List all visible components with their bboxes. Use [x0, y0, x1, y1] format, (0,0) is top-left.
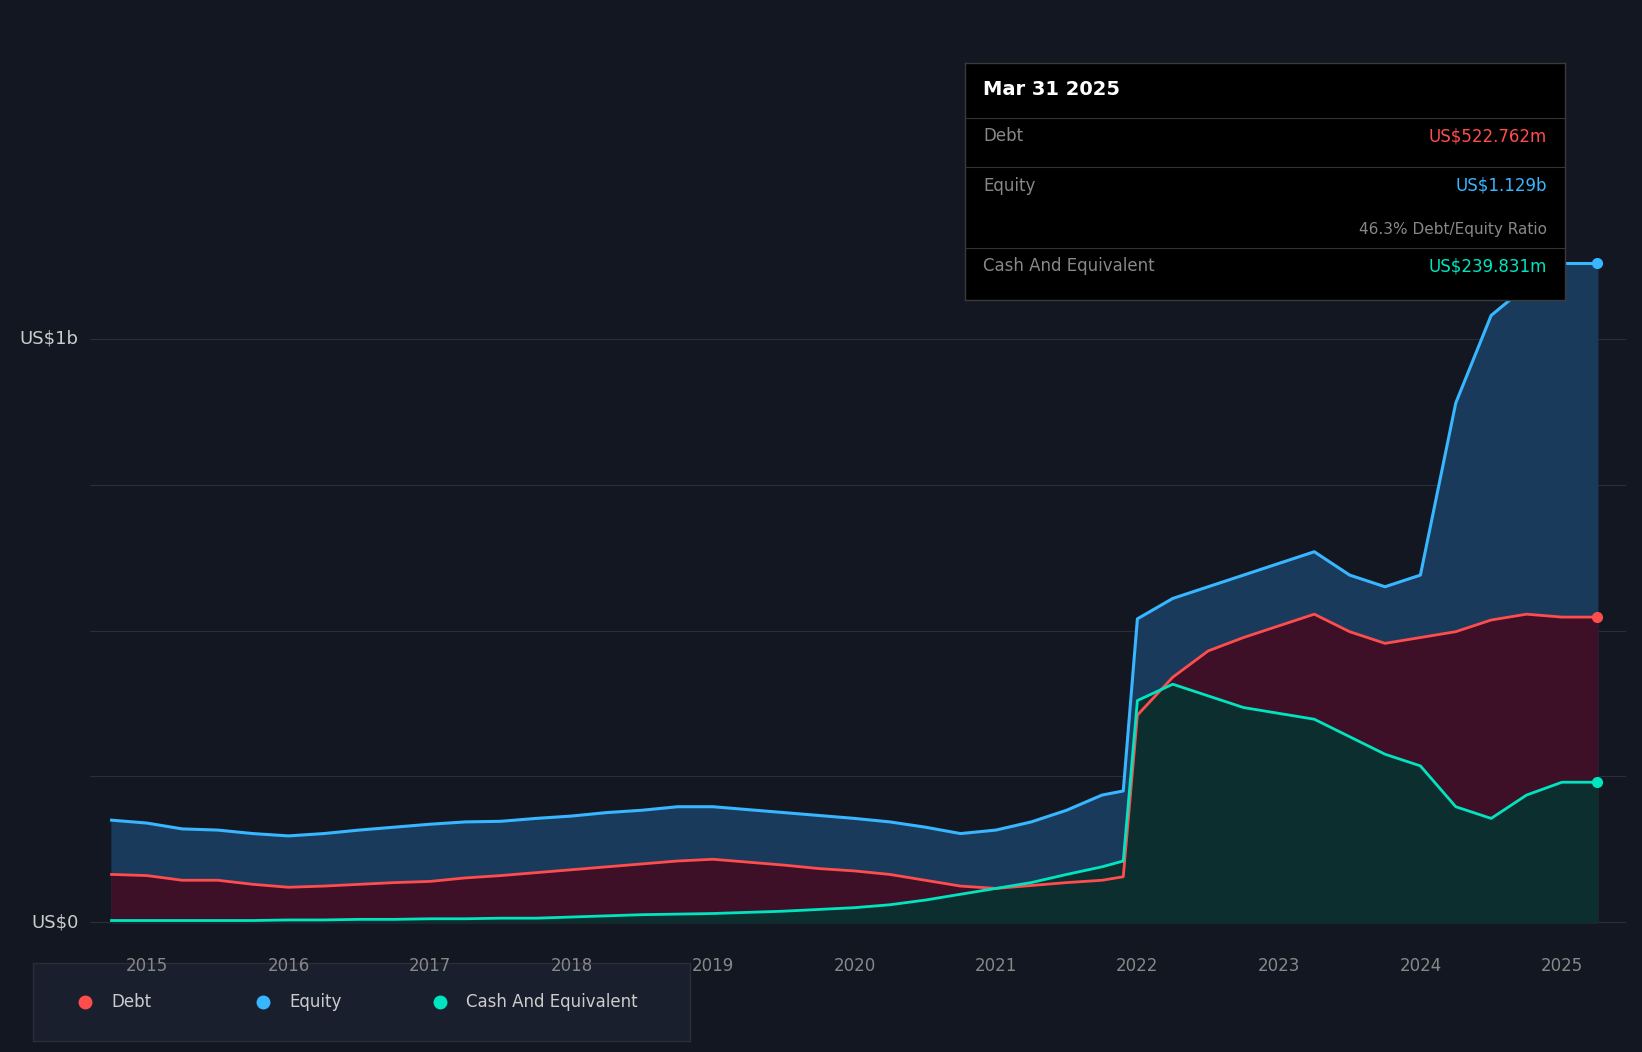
- Text: Cash And Equivalent: Cash And Equivalent: [984, 258, 1154, 276]
- Text: 2022: 2022: [1117, 957, 1159, 975]
- Text: US$0: US$0: [31, 913, 79, 931]
- Text: US$522.762m: US$522.762m: [1429, 127, 1547, 145]
- Text: 2020: 2020: [832, 957, 875, 975]
- Text: 2016: 2016: [268, 957, 310, 975]
- Text: 2015: 2015: [126, 957, 167, 975]
- Text: 2021: 2021: [975, 957, 1016, 975]
- Text: US$1b: US$1b: [20, 329, 79, 348]
- Text: 2019: 2019: [691, 957, 734, 975]
- Text: 2024: 2024: [1399, 957, 1442, 975]
- Text: 2018: 2018: [550, 957, 593, 975]
- Text: Equity: Equity: [984, 177, 1036, 195]
- Text: 2017: 2017: [409, 957, 452, 975]
- Text: 2023: 2023: [1258, 957, 1300, 975]
- Text: Mar 31 2025: Mar 31 2025: [984, 80, 1120, 99]
- Text: 2025: 2025: [1540, 957, 1583, 975]
- Text: Debt: Debt: [112, 993, 151, 1011]
- Text: US$239.831m: US$239.831m: [1429, 258, 1547, 276]
- Text: Debt: Debt: [984, 127, 1023, 145]
- Text: Equity: Equity: [289, 993, 342, 1011]
- Text: Cash And Equivalent: Cash And Equivalent: [466, 993, 639, 1011]
- Text: US$1.129b: US$1.129b: [1455, 177, 1547, 195]
- Text: 46.3% Debt/Equity Ratio: 46.3% Debt/Equity Ratio: [1360, 222, 1547, 237]
